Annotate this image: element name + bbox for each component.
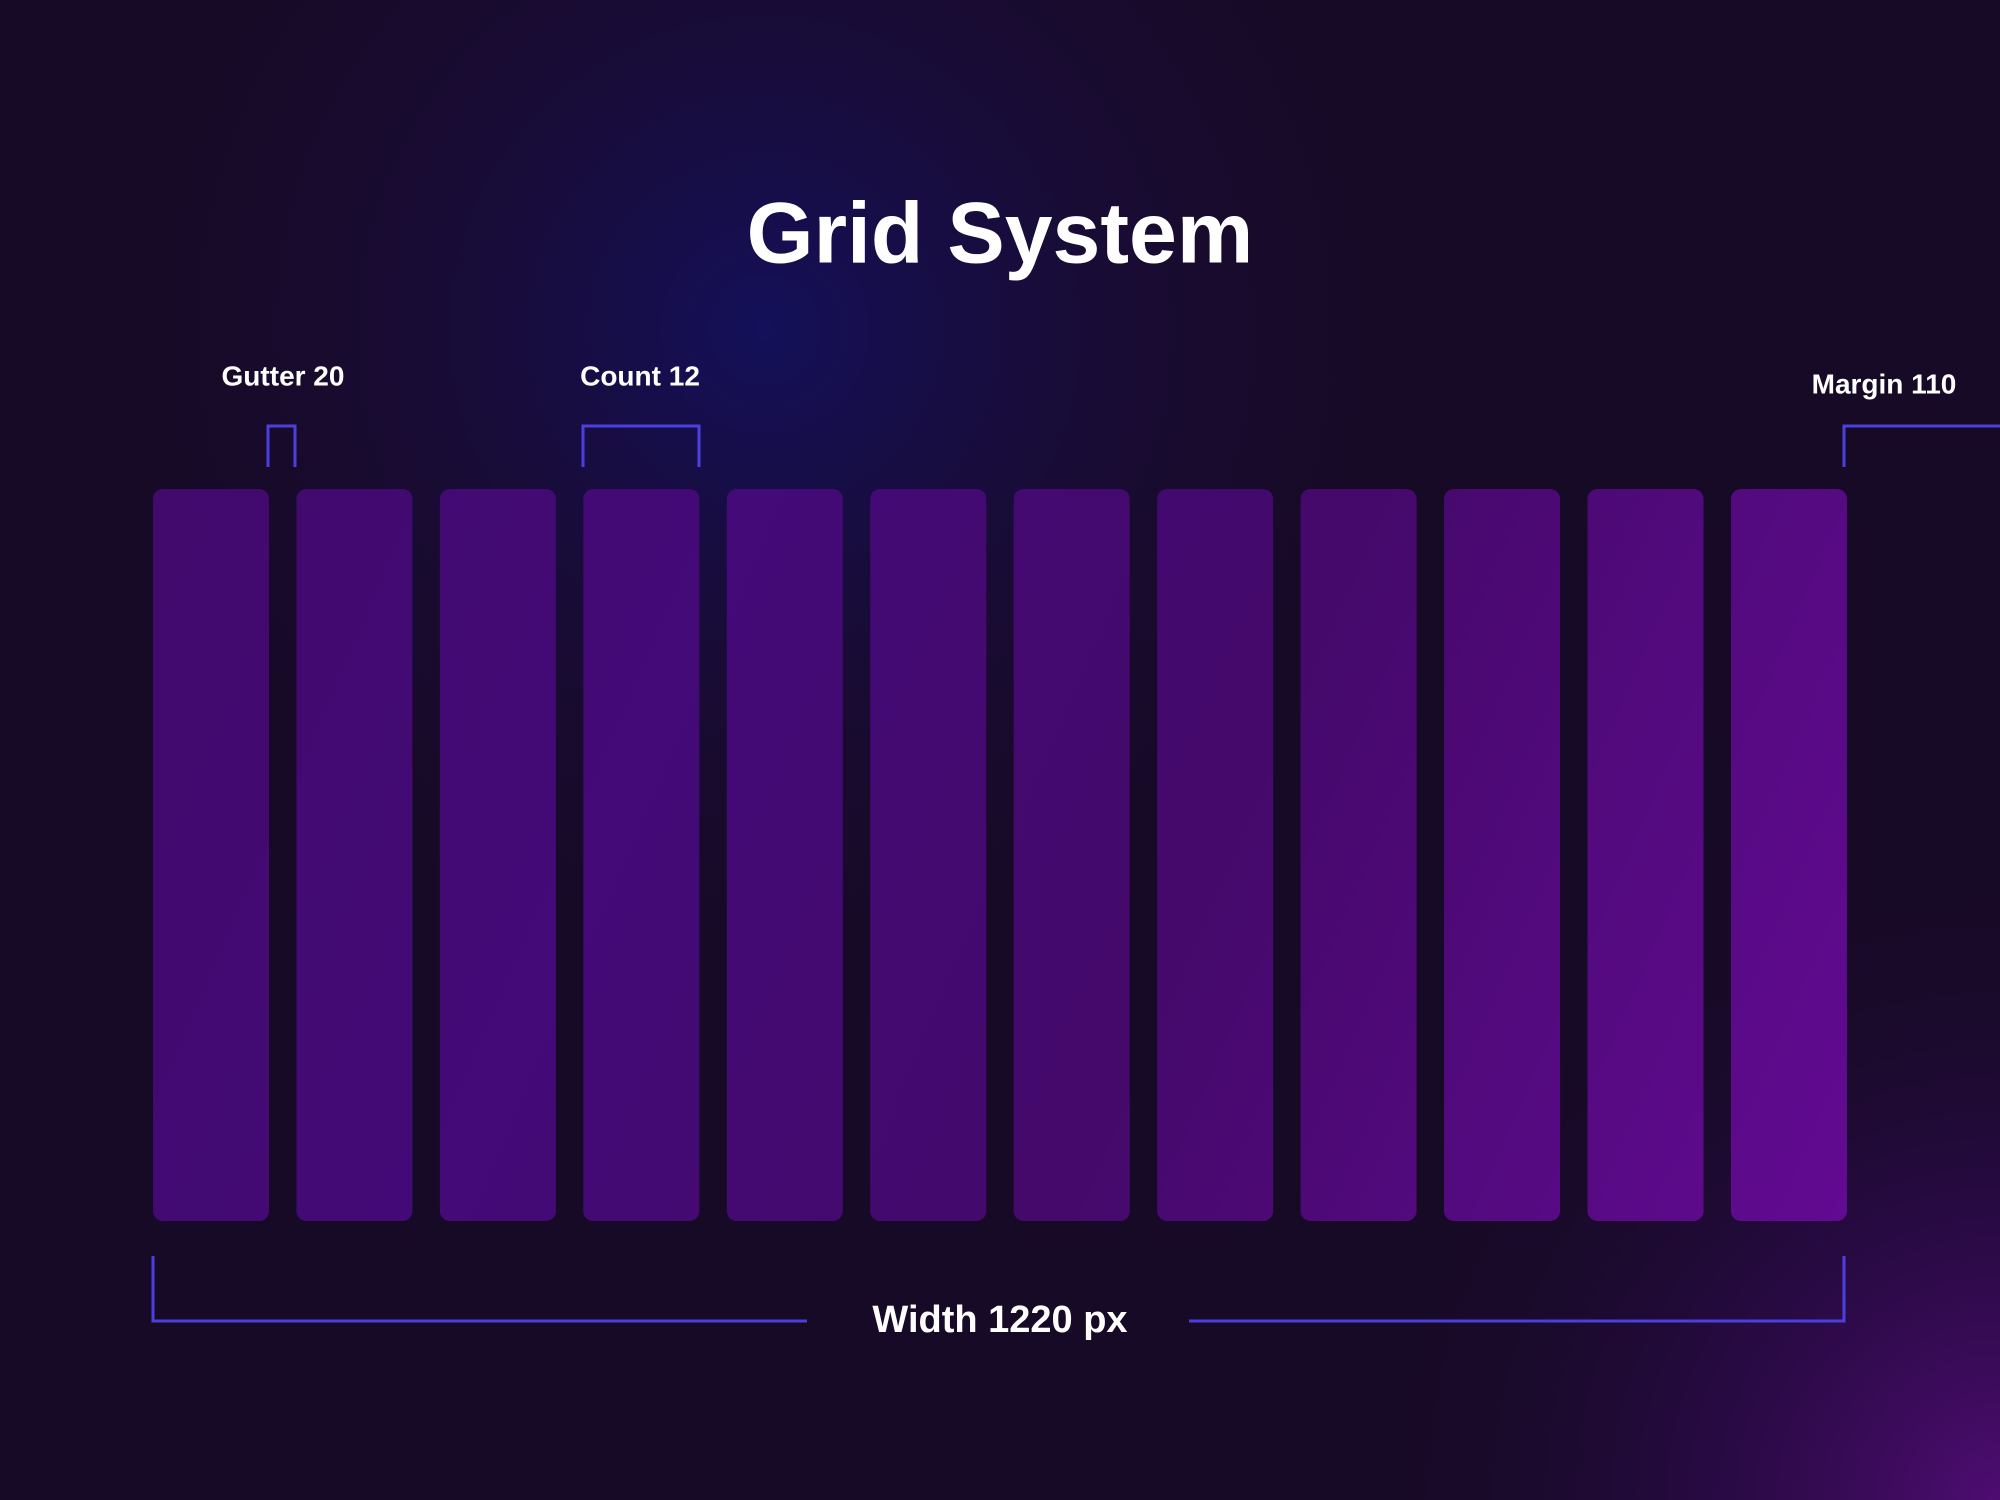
grid-column [1587, 489, 1704, 1221]
width-label: Width 1220 px [872, 1299, 1127, 1341]
grid-column [296, 489, 413, 1221]
grid-column [439, 489, 556, 1221]
gutter-label: Gutter 20 [222, 360, 345, 391]
title: Grid System [747, 186, 1254, 282]
width-bracket [151, 1256, 807, 1323]
grid-column [1013, 489, 1130, 1221]
grid-column [726, 489, 843, 1221]
count-label: Count 12 [580, 360, 700, 391]
grid-column [153, 489, 269, 1221]
columns [153, 489, 1847, 1221]
grid-column [1300, 489, 1417, 1221]
grid-column [1444, 489, 1561, 1221]
grid-column [1730, 489, 1847, 1221]
margin-label: Margin 110 [1812, 368, 1957, 399]
width-bracket [1189, 1256, 1846, 1323]
grid-column [1157, 489, 1274, 1221]
grid-column [870, 489, 987, 1221]
gutter-bracket [266, 424, 297, 467]
count-bracket [581, 424, 701, 467]
margin-bracket [1842, 424, 2000, 467]
grid-column [583, 489, 700, 1221]
